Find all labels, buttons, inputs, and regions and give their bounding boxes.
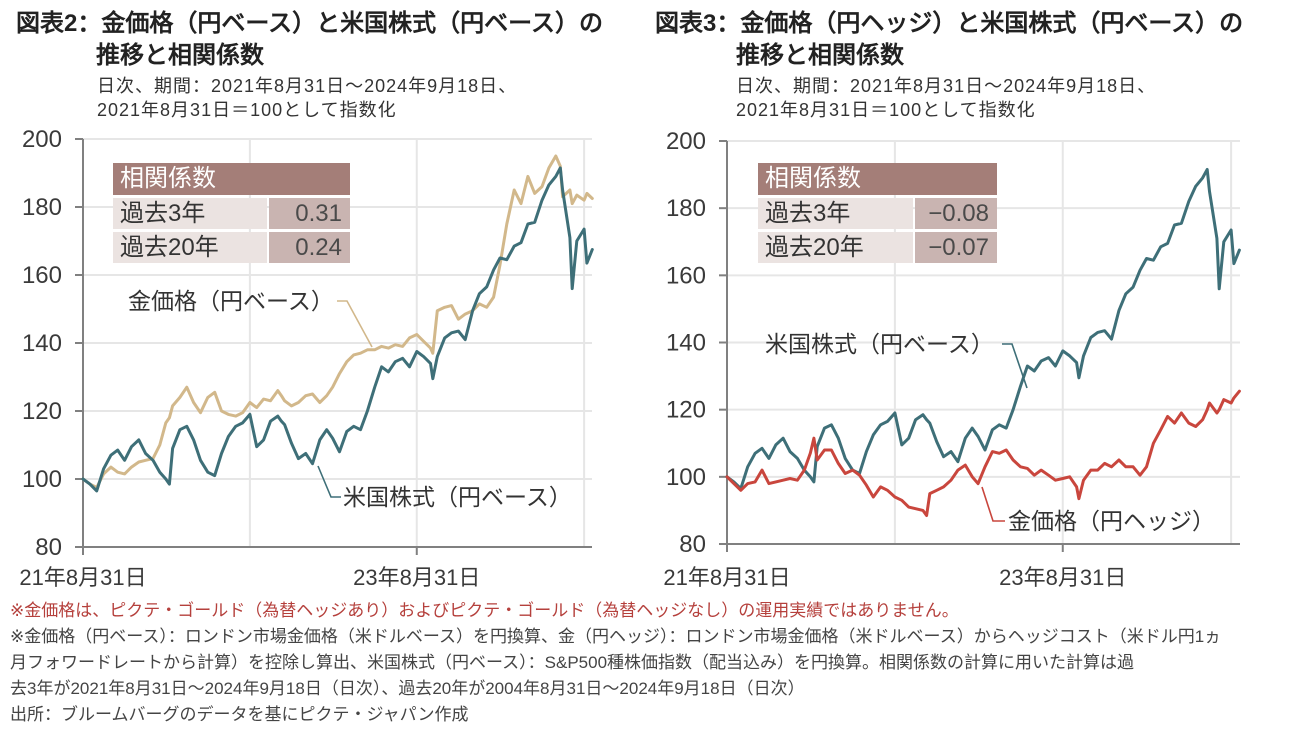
chart-3-subtitle-line-2: 2021年8月31日＝100として指数化 bbox=[736, 100, 1036, 120]
y-tick-label: 120 bbox=[22, 398, 62, 425]
x-tick-label: 21年8月31日 bbox=[663, 565, 790, 590]
series-label-us-stock: 米国株式（円ベース） bbox=[765, 331, 994, 357]
correlation-table-header: 相関係数 bbox=[113, 163, 350, 195]
correlation-row-label: 過去3年 bbox=[113, 198, 267, 229]
correlation-row: 過去3年 0.31 bbox=[113, 198, 350, 229]
y-tick-label: 160 bbox=[22, 262, 62, 289]
us-stock-line bbox=[725, 168, 1241, 491]
chart-2-title-line-2: 推移と相関係数 bbox=[96, 42, 264, 69]
leader-line-gold-yen bbox=[337, 300, 373, 348]
y-tick-label: 200 bbox=[22, 126, 62, 153]
chart-2-correlation-table: 相関係数 過去3年 0.31 過去20年 0.24 bbox=[113, 163, 350, 263]
y-tick-label: 100 bbox=[22, 466, 62, 493]
y-tick-label: 200 bbox=[666, 128, 706, 155]
methodology-note-line: 去3年が2021年8月31日～2024年9月18日（日次）、過去20年が2004… bbox=[10, 679, 805, 698]
series-lines bbox=[81, 154, 594, 493]
disclaimer-note: ※金価格は、ピクテ・ゴールド（為替ヘッジあり）およびピクテ・ゴールド（為替ヘッジ… bbox=[10, 601, 959, 620]
correlation-table-header: 相関係数 bbox=[758, 163, 997, 195]
leader-line-us-stock bbox=[1002, 343, 1028, 389]
y-tick-label: 80 bbox=[679, 531, 706, 558]
chart-3-correlation-table: 相関係数 過去3年 −0.08 過去20年 −0.07 bbox=[758, 163, 997, 263]
chart-2-subtitle-line-2: 2021年8月31日＝100として指数化 bbox=[97, 100, 397, 120]
correlation-row-label: 過去3年 bbox=[758, 198, 913, 229]
y-tick-label: 100 bbox=[666, 464, 706, 491]
y-tick-label: 140 bbox=[22, 330, 62, 357]
correlation-row-value: 0.24 bbox=[269, 232, 350, 263]
chart-2-plot: 80 100 120 140 160 180 200 21年8月31日 23年8月31日 bbox=[19, 126, 594, 590]
leader-line-us-stock bbox=[317, 465, 341, 498]
x-tick-label: 21年8月31日 bbox=[19, 565, 146, 590]
chart-3-plot: 80 100 120 140 160 180 200 21年8月31日 23年8月31日 bbox=[663, 128, 1241, 590]
correlation-row-label: 過去20年 bbox=[758, 232, 913, 263]
series-lines bbox=[725, 168, 1241, 517]
leader-line-gold-hedged bbox=[981, 486, 1005, 522]
source-note: 出所：ブルームバーグのデータを基にピクテ・ジャパン作成 bbox=[10, 705, 469, 724]
gold-hedged-line bbox=[725, 389, 1241, 517]
axes: 80 100 120 140 160 180 200 21年8月31日 23年8月31日 bbox=[19, 126, 592, 590]
y-tick-label: 120 bbox=[666, 397, 706, 424]
correlation-row-value: 0.31 bbox=[269, 198, 350, 229]
us-stock-line bbox=[81, 166, 594, 493]
chart-2-title-line-1: 図表2：金価格（円ベース）と米国株式（円ベース）の bbox=[16, 10, 603, 37]
chart-3-subtitle-line-1: 日次、期間：2021年8月31日～2024年9月18日、 bbox=[736, 76, 1157, 96]
chart-3-title-line-1: 図表3：金価格（円ヘッジ）と米国株式（円ベース）の bbox=[655, 10, 1244, 37]
methodology-note-line: ※金価格（円ベース）：ロンドン市場金価格（米ドルベース）を円換算、金（円ヘッジ）… bbox=[10, 627, 1222, 646]
series-label-gold-yen: 金価格（円ベース） bbox=[128, 288, 334, 314]
footer-notes: ※金価格は、ピクテ・ゴールド（為替ヘッジあり）およびピクテ・ゴールド（為替ヘッジ… bbox=[10, 598, 1221, 728]
series-label-us-stock: 米国株式（円ベース） bbox=[343, 484, 572, 510]
chart-2-subtitle-line-1: 日次、期間：2021年8月31日～2024年9月18日、 bbox=[97, 76, 518, 96]
correlation-row: 過去3年 −0.08 bbox=[758, 198, 997, 229]
correlation-row-value: −0.07 bbox=[915, 232, 997, 263]
gold-yen-line bbox=[81, 154, 594, 489]
leader-lines bbox=[317, 300, 1028, 522]
correlation-row-label: 過去20年 bbox=[113, 232, 267, 263]
y-tick-label: 180 bbox=[666, 195, 706, 222]
x-tick-label: 23年8月31日 bbox=[353, 565, 480, 590]
y-tick-label: 140 bbox=[666, 330, 706, 357]
methodology-note-line: 月フォワードレートから計算）を控除し算出、米国株式（円ベース）：S&P500種株… bbox=[10, 653, 1135, 672]
y-tick-label: 160 bbox=[666, 262, 706, 289]
correlation-row-value: −0.08 bbox=[915, 198, 997, 229]
chart-3-title-line-2: 推移と相関係数 bbox=[736, 42, 904, 69]
correlation-row: 過去20年 0.24 bbox=[113, 232, 350, 263]
x-tick-label: 23年8月31日 bbox=[999, 565, 1126, 590]
correlation-row: 過去20年 −0.07 bbox=[758, 232, 997, 263]
y-tick-label: 180 bbox=[22, 194, 62, 221]
series-label-gold-hedged: 金価格（円ヘッジ） bbox=[1008, 508, 1215, 534]
axes: 80 100 120 140 160 180 200 21年8月31日 23年8月31日 bbox=[663, 128, 1240, 590]
y-tick-label: 80 bbox=[35, 534, 62, 561]
